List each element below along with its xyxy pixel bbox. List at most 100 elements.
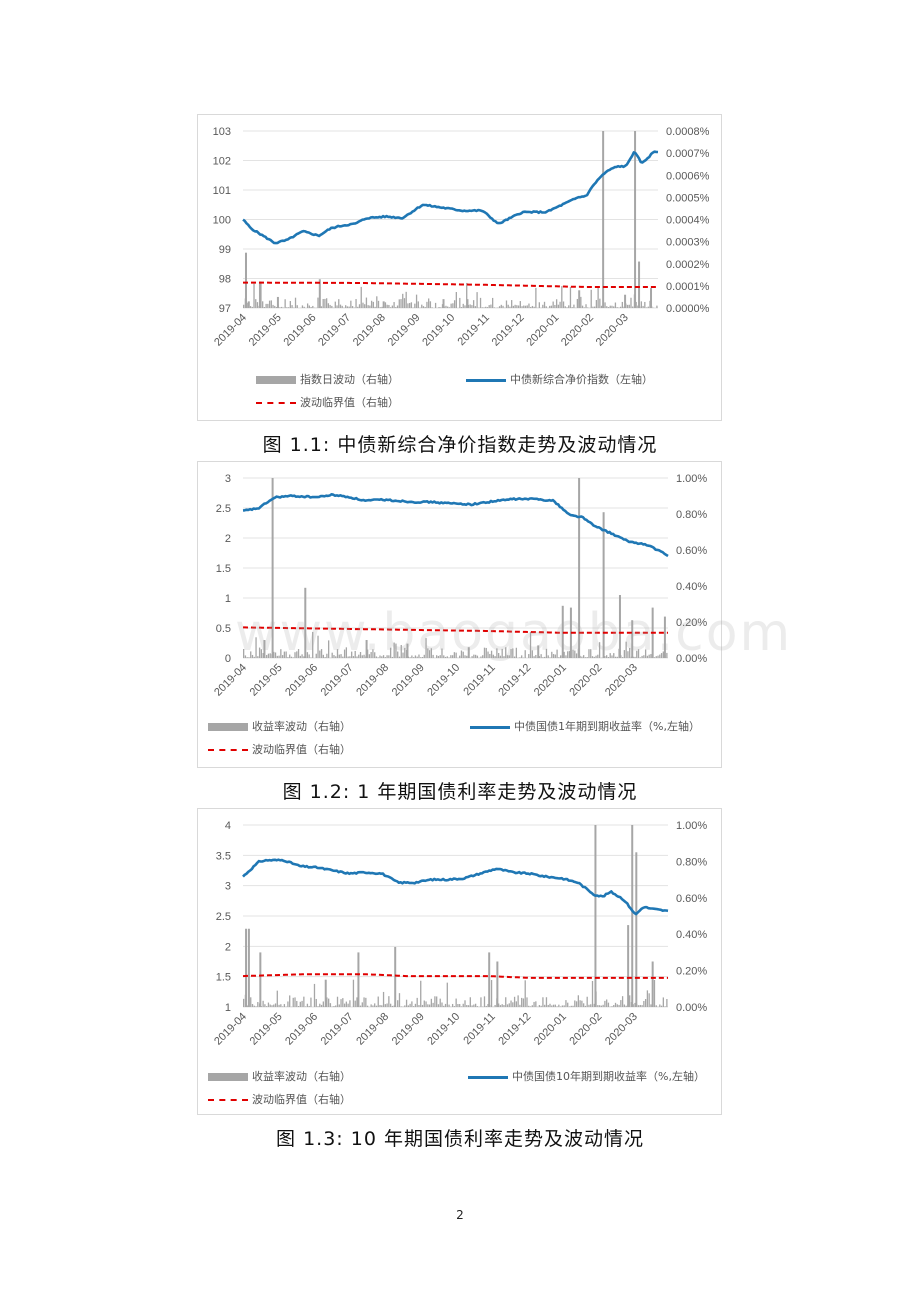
y-left-tick-label: 1 bbox=[225, 593, 231, 605]
volatility-bar bbox=[283, 1004, 286, 1007]
volatility-bar bbox=[626, 304, 629, 308]
volatility-bar bbox=[528, 303, 530, 308]
y-left-tick-label: 4 bbox=[225, 820, 231, 832]
volatility-bar bbox=[494, 656, 496, 658]
volatility-bar bbox=[551, 651, 553, 658]
volatility-bar bbox=[505, 647, 507, 658]
volatility-bar bbox=[400, 644, 402, 658]
volatility-bar bbox=[583, 1003, 585, 1007]
volatility-bar bbox=[393, 302, 395, 308]
volatility-bar bbox=[629, 995, 631, 1007]
legend-bar-label: 收益率波动（右轴） bbox=[252, 1070, 351, 1083]
volatility-bar bbox=[561, 1005, 564, 1007]
volatility-bar bbox=[370, 1004, 372, 1007]
y-right-tick-label: 0.00% bbox=[676, 1002, 707, 1014]
volatility-bar bbox=[379, 1004, 381, 1007]
volatility-bar bbox=[320, 1004, 323, 1007]
x-tick-label: 2019-12 bbox=[496, 662, 533, 699]
volatility-spike bbox=[496, 961, 499, 1007]
volatility-bar bbox=[410, 302, 413, 308]
volatility-bar bbox=[476, 655, 479, 658]
volatility-bar bbox=[565, 655, 567, 658]
volatility-bar bbox=[243, 998, 245, 1007]
volatility-bar bbox=[370, 300, 373, 308]
volatility-bar bbox=[547, 1004, 549, 1007]
legend-threshold-swatch bbox=[208, 1099, 248, 1101]
x-tick-label: 2019-07 bbox=[319, 662, 356, 699]
x-tick-label: 2020-02 bbox=[567, 662, 604, 699]
volatility-bar bbox=[274, 1003, 277, 1007]
volatility-bar bbox=[571, 307, 573, 308]
volatility-bar bbox=[557, 304, 560, 308]
volatility-bar bbox=[554, 1004, 556, 1007]
threshold-line bbox=[242, 973, 668, 979]
volatility-bar bbox=[281, 655, 284, 658]
volatility-bar bbox=[485, 647, 487, 658]
x-tick-label: 2019-04 bbox=[212, 312, 249, 349]
volatility-bar bbox=[488, 305, 490, 308]
volatility-bar bbox=[464, 1000, 466, 1007]
volatility-bar bbox=[469, 997, 471, 1007]
volatility-bar bbox=[464, 305, 466, 308]
legend-bar-swatch bbox=[256, 376, 296, 384]
volatility-bars bbox=[243, 478, 668, 658]
volatility-bar bbox=[590, 289, 592, 308]
volatility-bar bbox=[404, 1005, 406, 1007]
volatility-bar bbox=[505, 997, 507, 1007]
volatility-spike bbox=[442, 299, 445, 308]
legend-threshold-label: 波动临界值（右轴） bbox=[252, 1093, 351, 1106]
volatility-bar bbox=[538, 656, 541, 658]
volatility-bar bbox=[338, 654, 340, 658]
volatility-bar bbox=[604, 1000, 606, 1007]
volatility-bar bbox=[391, 656, 394, 658]
volatility-bar bbox=[347, 656, 349, 658]
volatility-bar bbox=[251, 654, 254, 658]
volatility-bar bbox=[272, 304, 274, 308]
volatility-bar bbox=[361, 655, 363, 658]
volatility-bar bbox=[273, 1004, 275, 1007]
volatility-bar bbox=[358, 654, 360, 658]
volatility-bar bbox=[505, 300, 508, 308]
volatility-spike bbox=[271, 478, 274, 658]
legend-line-swatch bbox=[470, 725, 510, 729]
volatility-spike bbox=[357, 952, 360, 1007]
volatility-bar bbox=[320, 306, 323, 308]
volatility-bar bbox=[455, 292, 457, 308]
volatility-bar bbox=[266, 1006, 268, 1007]
volatility-bar bbox=[441, 1002, 443, 1007]
volatility-bar bbox=[425, 1001, 427, 1007]
volatility-bar bbox=[559, 301, 561, 308]
volatility-bar bbox=[641, 655, 643, 658]
volatility-bar bbox=[443, 1005, 445, 1007]
threshold-line bbox=[243, 281, 658, 288]
volatility-bar bbox=[389, 647, 392, 658]
x-tick-label: 2019-10 bbox=[420, 312, 457, 349]
threshold-line bbox=[243, 626, 668, 634]
volatility-bar bbox=[506, 1004, 509, 1007]
volatility-bar bbox=[329, 304, 331, 308]
volatility-bar bbox=[555, 299, 558, 308]
volatility-bar bbox=[303, 306, 305, 308]
volatility-bar bbox=[297, 1005, 300, 1007]
x-tick-label: 2019-07 bbox=[319, 1011, 356, 1048]
volatility-bar bbox=[597, 1005, 599, 1007]
volatility-bar bbox=[498, 1003, 500, 1007]
volatility-bar bbox=[296, 651, 298, 658]
volatility-spike bbox=[602, 512, 605, 658]
volatility-bar bbox=[619, 306, 622, 308]
volatility-bar bbox=[567, 651, 569, 658]
y-right-tick-label: 0.0005% bbox=[666, 192, 710, 204]
volatility-bar bbox=[637, 649, 640, 658]
legend-threshold: 波动临界值（右轴） bbox=[208, 1091, 351, 1107]
volatility-bar bbox=[556, 1006, 558, 1007]
volatility-bar bbox=[621, 301, 623, 308]
volatility-bar bbox=[292, 657, 294, 658]
volatility-bar bbox=[519, 301, 521, 308]
volatility-bar bbox=[286, 307, 288, 308]
y-left-tick-label: 103 bbox=[213, 126, 231, 138]
volatility-bar bbox=[509, 306, 511, 308]
volatility-bar bbox=[403, 298, 406, 308]
volatility-bar bbox=[379, 307, 381, 308]
x-tick-label: 2020-01 bbox=[532, 662, 569, 699]
volatility-bar bbox=[250, 651, 252, 658]
